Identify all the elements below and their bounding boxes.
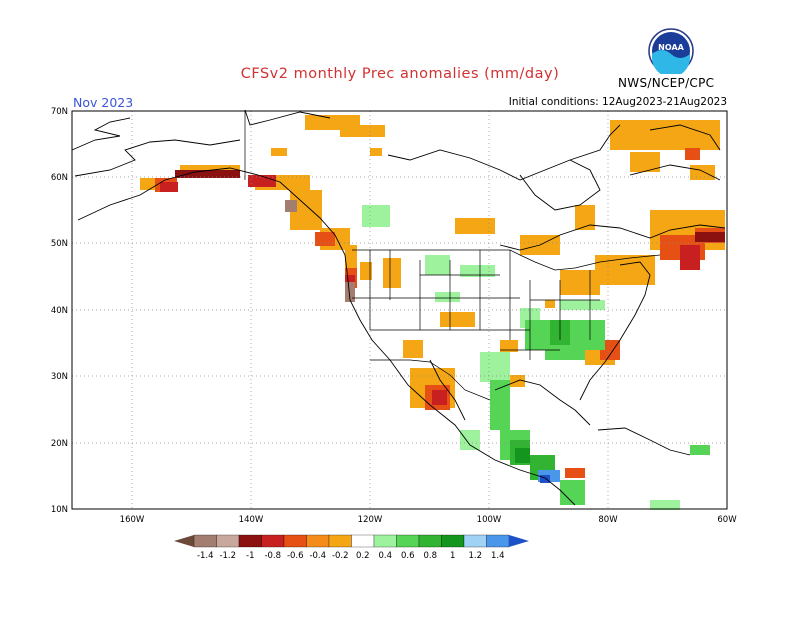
lat-label: 60N <box>51 173 68 183</box>
lat-label: 30N <box>51 372 68 382</box>
source-label: NWS/NCEP/CPC <box>618 76 715 90</box>
colorbar-label: 0.4 <box>378 551 392 561</box>
colorbar-swatch <box>463 534 487 548</box>
colorbar-swatch <box>261 534 285 548</box>
colorbar-label: -1.4 <box>197 551 214 561</box>
colorbar-label: -0.4 <box>309 551 326 561</box>
colorbar-label: 0.2 <box>356 551 370 561</box>
lon-label: 140W <box>239 515 264 525</box>
colorbar-label: -1.2 <box>219 551 236 561</box>
lat-label: 10N <box>51 505 68 515</box>
colorbar-label: 1 <box>450 551 455 561</box>
political-borders <box>244 110 661 401</box>
lat-label: 70N <box>51 107 68 117</box>
lat-label: 40N <box>51 306 68 316</box>
lon-label: 100W <box>477 515 502 525</box>
valid-month: Nov 2023 <box>73 95 134 110</box>
lat-label: 50N <box>51 239 68 249</box>
colorbar-label: 1.4 <box>491 551 505 561</box>
chart-title: CFSv2 monthly Prec anomalies (mm/day) <box>240 66 560 82</box>
colorbar-swatch <box>306 534 330 548</box>
initial-conditions: Initial conditions: 12Aug2023-21Aug2023 <box>508 96 727 108</box>
colorbar-swatch <box>193 534 217 548</box>
colorbar-label: -1 <box>246 551 254 561</box>
colorbar-swatch <box>418 534 442 548</box>
lon-label: 120W <box>358 515 383 525</box>
colorbar-swatch <box>441 534 465 548</box>
latitude-labels: 70N 60N 50N 40N 30N 20N 10N <box>51 107 68 515</box>
lon-label: 60W <box>717 515 737 525</box>
colorbar-label: -0.8 <box>264 551 281 561</box>
colorbar-label: 1.2 <box>468 551 482 561</box>
colorbar: -1.4 -1.2 -1 -0.8 -0.6 -0.4 -0.2 0.2 0.4 0.6 0.8 1 1… <box>174 534 529 561</box>
noaa-logo: NOAA <box>648 28 694 74</box>
longitude-labels: 160W 140W 120W 100W 80W 60W <box>120 515 738 525</box>
colorbar-swatch <box>238 534 262 548</box>
coastlines <box>71 109 726 506</box>
colorbar-swatch <box>396 534 420 548</box>
colorbar-label: 0.6 <box>401 551 415 561</box>
colorbar-arrow-right <box>509 535 529 547</box>
colorbar-swatch <box>216 534 240 548</box>
anomaly-fill-layer <box>140 115 725 510</box>
colorbar-swatch <box>486 534 510 548</box>
gridlines <box>72 111 727 509</box>
colorbar-label: 0.8 <box>423 551 437 561</box>
colorbar-arrow-left <box>174 535 194 547</box>
lon-label: 80W <box>598 515 618 525</box>
colorbar-swatch <box>283 534 307 548</box>
map-frame <box>71 110 728 510</box>
lat-label: 20N <box>51 439 68 449</box>
colorbar-swatch <box>351 534 375 548</box>
lon-label: 160W <box>120 515 145 525</box>
colorbar-swatch <box>373 534 397 548</box>
logo-text: NOAA <box>658 43 684 52</box>
colorbar-swatch <box>328 534 352 548</box>
colorbar-label: -0.2 <box>332 551 349 561</box>
colorbar-label: -0.6 <box>287 551 304 561</box>
